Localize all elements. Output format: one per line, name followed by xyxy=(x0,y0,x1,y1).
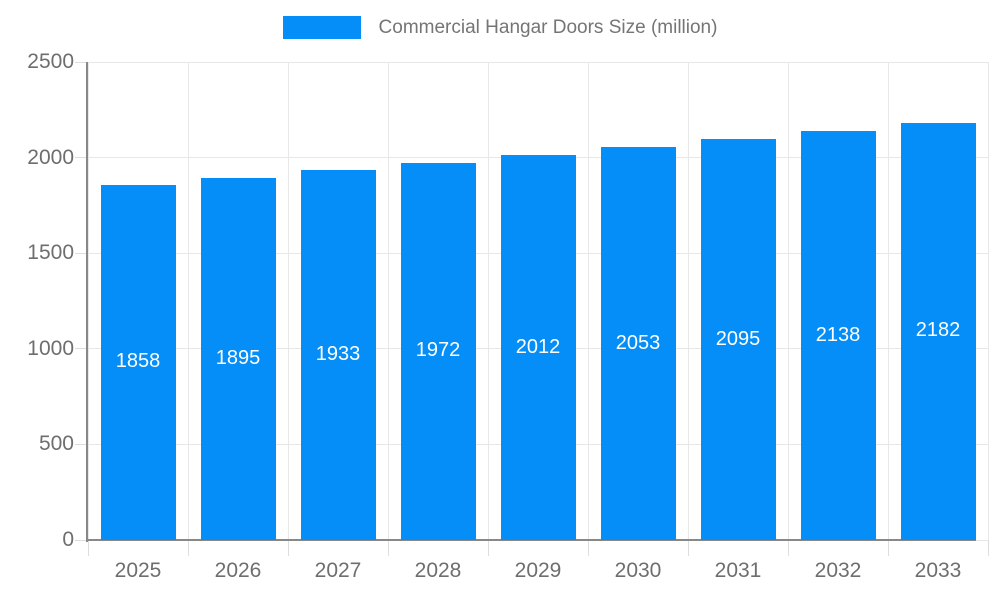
gridline-v xyxy=(387,62,389,540)
y-tick-label: 2000 xyxy=(27,145,74,169)
x-tick-label: 2026 xyxy=(214,559,262,582)
bar-value-label: 2182 xyxy=(915,319,961,342)
y-tick xyxy=(75,252,88,254)
y-tick xyxy=(75,348,88,350)
gridline-v xyxy=(187,62,189,540)
bar xyxy=(500,155,576,540)
y-tick-label: 1500 xyxy=(27,241,74,265)
gridline-v xyxy=(87,62,89,540)
gridline-v xyxy=(587,62,589,540)
x-tick xyxy=(887,540,889,556)
y-axis-line xyxy=(86,62,88,542)
bar xyxy=(600,147,676,540)
x-tick xyxy=(687,540,689,556)
gridline-v xyxy=(787,62,789,540)
x-tick xyxy=(987,540,989,556)
gridline-h xyxy=(88,61,988,63)
gridline-v xyxy=(987,62,989,540)
bar-value-label: 1895 xyxy=(215,346,261,369)
x-tick xyxy=(487,540,489,556)
bar-value-label: 1858 xyxy=(115,350,161,373)
bar xyxy=(800,131,876,540)
bar-value-label: 2053 xyxy=(615,331,661,354)
y-tick xyxy=(75,539,88,541)
bar xyxy=(400,162,476,540)
legend-swatch xyxy=(282,16,361,39)
x-tick xyxy=(387,540,389,556)
y-tick-label: 2500 xyxy=(27,50,74,73)
bar xyxy=(100,184,176,540)
y-tick-label: 500 xyxy=(38,432,74,456)
bar xyxy=(300,170,376,540)
gridline-v xyxy=(687,62,689,540)
gridline-v xyxy=(887,62,889,540)
bar xyxy=(900,122,976,540)
bar xyxy=(700,139,776,540)
y-tick xyxy=(75,443,88,445)
x-tick xyxy=(587,540,589,556)
y-tick xyxy=(75,157,88,159)
x-tick-label: 2029 xyxy=(514,559,562,582)
y-tick xyxy=(75,61,88,63)
x-tick-label: 2028 xyxy=(414,559,462,582)
bar xyxy=(200,177,276,540)
x-tick xyxy=(787,540,789,556)
x-tick-label: 2033 xyxy=(914,559,962,582)
plot-area: 0 500 1000 1500 2000 2500 2025 2026 2027 2028 2029… xyxy=(27,50,989,582)
x-tick xyxy=(87,540,89,556)
x-tick-label: 2025 xyxy=(114,559,162,582)
x-tick xyxy=(287,540,289,556)
x-axis-line xyxy=(88,539,976,541)
x-tick-label: 2032 xyxy=(814,559,862,582)
y-tick-label: 0 xyxy=(62,528,74,551)
bar-value-label: 1933 xyxy=(315,343,361,366)
gridline-v xyxy=(287,62,289,540)
x-tick-label: 2027 xyxy=(314,559,362,582)
bar-value-label: 1972 xyxy=(415,339,461,362)
gridline-v xyxy=(487,62,489,540)
x-tick xyxy=(187,540,189,556)
x-tick-label: 2030 xyxy=(614,559,662,582)
legend-label: Commercial Hangar Doors Size (million) xyxy=(378,17,718,38)
bar-value-label: 2138 xyxy=(815,323,861,346)
bar-value-label: 2012 xyxy=(515,335,561,358)
bar-value-label: 2095 xyxy=(715,327,761,350)
y-tick-label: 1000 xyxy=(27,336,74,360)
legend: Commercial Hangar Doors Size (million) xyxy=(0,16,1000,39)
x-tick-label: 2031 xyxy=(714,559,762,582)
